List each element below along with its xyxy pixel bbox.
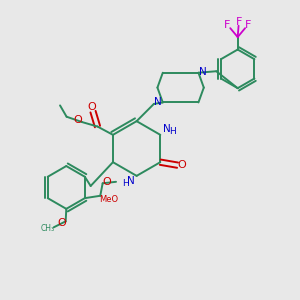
Text: N: N bbox=[154, 97, 162, 107]
Text: O: O bbox=[87, 102, 96, 112]
Text: N: N bbox=[163, 124, 171, 134]
Text: MeO: MeO bbox=[99, 195, 118, 204]
Text: N: N bbox=[128, 176, 135, 186]
Text: F: F bbox=[236, 16, 242, 27]
Text: O: O bbox=[102, 177, 111, 188]
Text: N: N bbox=[199, 67, 207, 77]
Text: F: F bbox=[245, 20, 251, 30]
Text: O: O bbox=[57, 218, 66, 228]
Text: CH₃: CH₃ bbox=[40, 224, 54, 233]
Text: O: O bbox=[74, 115, 82, 125]
Text: H: H bbox=[122, 179, 129, 188]
Text: F: F bbox=[224, 20, 230, 30]
Text: O: O bbox=[177, 160, 186, 170]
Text: H: H bbox=[169, 128, 175, 136]
